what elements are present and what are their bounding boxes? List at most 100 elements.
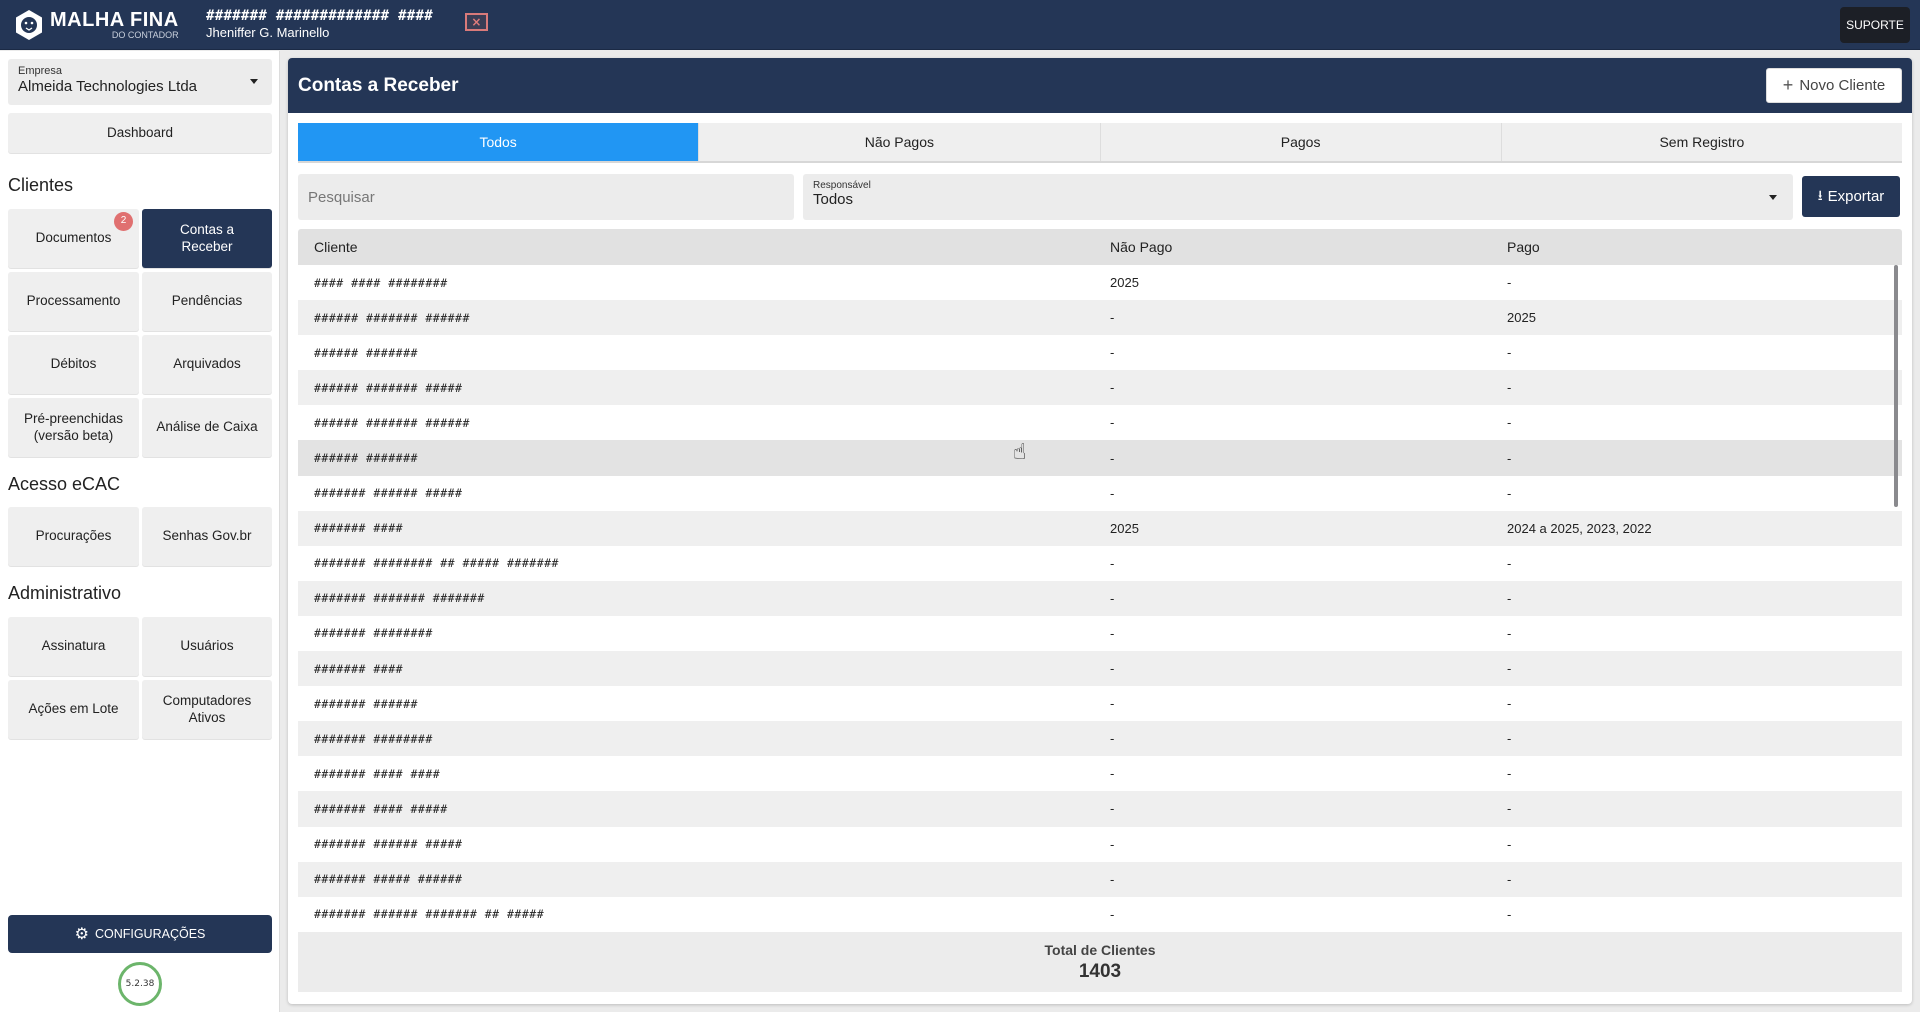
cell-nao-pago: - <box>1110 696 1115 712</box>
column-header-nao-pago[interactable]: Não Pago <box>1110 239 1173 255</box>
cell-cliente: ####### #### ##### <box>314 801 448 816</box>
table-row[interactable]: ####### #### #### - - <box>298 756 1902 792</box>
total-clients-summary: Total de Clientes 1403 <box>298 932 1902 992</box>
plus-icon: + <box>1782 75 1794 95</box>
version-badge: 5.2.38 <box>118 962 162 1006</box>
close-icon[interactable]: × <box>464 13 488 31</box>
sidebar-item-senhas-gov[interactable]: Senhas Gov.br <box>142 507 272 566</box>
responsavel-select[interactable]: Responsável Todos <box>803 174 1793 220</box>
cell-cliente: ####### ###### ##### <box>314 486 463 501</box>
cell-nao-pago: - <box>1110 625 1115 641</box>
column-header-cliente[interactable]: Cliente <box>314 239 358 255</box>
cell-cliente: ####### ######## ## ##### ####### <box>314 556 559 571</box>
sidebar-item-debitos[interactable]: Débitos <box>8 335 139 394</box>
download-icon: ⭳ <box>1817 186 1823 203</box>
cell-pago: - <box>1507 906 1512 922</box>
cell-nao-pago: - <box>1110 801 1115 817</box>
table-scrollbar[interactable] <box>1894 265 1898 507</box>
cell-nao-pago: - <box>1110 836 1115 852</box>
cell-nao-pago: - <box>1110 415 1115 431</box>
table-row[interactable]: ###### ####### ###### - - <box>298 405 1902 441</box>
logo-subtitle: DO CONTADOR <box>111 29 179 40</box>
cell-pago: - <box>1507 871 1512 887</box>
cell-pago: - <box>1507 345 1512 361</box>
cell-cliente: ####### #### <box>314 661 404 676</box>
sidebar-item-usuarios[interactable]: Usuários <box>142 617 272 676</box>
cell-nao-pago: - <box>1110 871 1115 887</box>
tab-nao-pagos[interactable]: Não Pagos <box>699 123 1101 161</box>
settings-button[interactable]: ⚙ CONFIGURAÇÕES <box>8 915 272 953</box>
table-row[interactable]: ####### #### ##### - - <box>298 791 1902 827</box>
dashboard-button[interactable]: Dashboard <box>8 113 272 153</box>
search-input[interactable] <box>298 174 794 220</box>
table-row[interactable]: ####### #### 2025 2024 a 2025, 2023, 2022 <box>298 510 1902 546</box>
table-row[interactable]: ###### ####### - - <box>298 440 1902 476</box>
sidebar-item-arquivados[interactable]: Arquivados <box>142 335 272 394</box>
cell-pago: 2024 a 2025, 2023, 2022 <box>1507 520 1652 536</box>
section-heading-ecac: Acesso eCAC <box>8 474 121 494</box>
sidebar-item-processamento[interactable]: Processamento <box>8 272 139 331</box>
cell-cliente: ####### #### #### <box>314 766 441 781</box>
table-row[interactable]: ####### ######## ## ##### ####### - - <box>298 545 1902 581</box>
table-row[interactable]: ###### ####### ##### - - <box>298 370 1902 406</box>
cell-pago: 2025 <box>1507 310 1536 326</box>
table-row[interactable]: ####### ###### ##### - - <box>298 475 1902 511</box>
top-bar: MALHA FINA DO CONTADOR ####### #########… <box>0 0 1920 50</box>
table-row[interactable]: ####### ###### - - <box>298 686 1902 722</box>
tab-todos[interactable]: Todos <box>298 123 700 161</box>
sidebar-item-procuracoes[interactable]: Procurações <box>8 507 139 566</box>
export-button[interactable]: ⭳ Exportar <box>1802 176 1900 217</box>
tab-pagos[interactable]: Pagos <box>1101 123 1502 161</box>
cell-nao-pago: - <box>1110 345 1115 361</box>
cell-cliente: ####### ######## <box>314 731 433 746</box>
total-clients-value: 1403 <box>1078 960 1122 982</box>
sidebar-item-pre-preenchidas[interactable]: Pré-preenchidas (versão beta) <box>8 398 139 457</box>
sidebar-item-pendencias[interactable]: Pendências <box>142 272 272 331</box>
tab-sem-registro[interactable]: Sem Registro <box>1659 134 1745 150</box>
sidebar-item-acoes-lote[interactable]: Ações em Lote <box>8 680 139 739</box>
cell-nao-pago: - <box>1110 380 1115 396</box>
app-logo[interactable]: MALHA FINA DO CONTADOR <box>14 9 184 41</box>
table-row[interactable]: ####### ###### ##### - - <box>298 826 1902 862</box>
company-select[interactable]: Empresa Almeida Technologies Ltda <box>8 59 272 105</box>
cell-cliente: ###### ####### ##### <box>314 380 463 395</box>
sidebar-item-assinatura[interactable]: Assinatura <box>8 617 139 676</box>
cell-nao-pago: - <box>1110 450 1115 466</box>
cell-pago: - <box>1507 625 1512 641</box>
gear-icon: ⚙ <box>74 926 89 943</box>
column-header-pago[interactable]: Pago <box>1507 239 1540 255</box>
table-row[interactable]: ####### #### - - <box>298 651 1902 687</box>
user-info: ####### ############# #### Jheniffer G. … <box>206 8 433 42</box>
table-header: Cliente Não Pago Pago <box>298 229 1902 265</box>
new-client-button[interactable]: + Novo Cliente <box>1766 68 1902 103</box>
sidebar: Empresa Almeida Technologies Ltda Dashbo… <box>0 51 280 1012</box>
user-name: Jheniffer G. Marinello <box>206 25 330 41</box>
cell-nao-pago: - <box>1110 661 1115 677</box>
cell-cliente: ####### ##### ###### <box>314 872 463 887</box>
sidebar-item-documentos[interactable]: Documentos 2 <box>8 209 139 268</box>
company-label: Empresa <box>18 65 63 77</box>
table-row[interactable]: #### #### ######## 2025 - <box>298 265 1902 301</box>
cell-pago: - <box>1507 661 1512 677</box>
cell-nao-pago: - <box>1110 590 1115 606</box>
support-button[interactable]: SUPORTE <box>1840 7 1910 43</box>
cell-pago: - <box>1507 415 1512 431</box>
table-row[interactable]: ####### ######## - - <box>298 721 1902 757</box>
cell-nao-pago: 2025 <box>1110 520 1139 536</box>
cell-nao-pago: - <box>1110 731 1115 747</box>
table-row[interactable]: ####### ######## - - <box>298 615 1902 652</box>
caret-down-icon <box>1769 195 1777 200</box>
table-row[interactable]: ####### ###### ####### ## ##### - - <box>298 896 1902 922</box>
user-company: ####### ############# #### <box>206 7 433 24</box>
table-row[interactable]: ###### ####### - - <box>298 335 1902 371</box>
table-row[interactable]: ###### ####### ###### - 2025 <box>298 300 1902 336</box>
table-row[interactable]: ####### ##### ###### - - <box>298 861 1902 897</box>
sidebar-item-computadores-ativos[interactable]: Computadores Ativos <box>142 680 272 739</box>
cell-pago: - <box>1507 450 1512 466</box>
cell-pago: - <box>1507 555 1512 571</box>
cell-pago: - <box>1507 380 1512 396</box>
sidebar-item-contas-receber[interactable]: Contas a Receber <box>142 209 272 268</box>
cell-cliente: ###### ####### ###### <box>314 310 470 325</box>
sidebar-item-analise-caixa[interactable]: Análise de Caixa <box>142 398 272 457</box>
table-row[interactable]: ####### ####### ####### - - <box>298 580 1902 616</box>
